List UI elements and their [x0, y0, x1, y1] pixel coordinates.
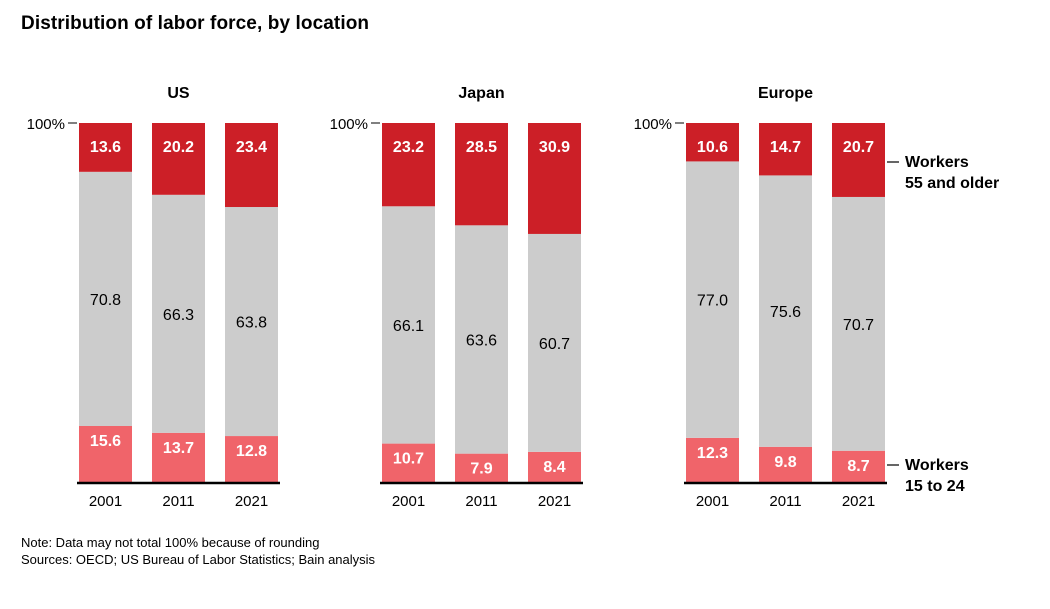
bar-segment-young-us-2021 — [225, 436, 278, 482]
bar-segment-young-europe-2021 — [832, 450, 885, 482]
bar-segment-older-japan-2021 — [528, 123, 581, 234]
x-tick-label-japan-2011: 2011 — [465, 493, 497, 510]
bar-segment-older-japan-2001 — [382, 123, 435, 207]
bar-segment-older-us-2001 — [79, 123, 132, 172]
bar-segment-middle-japan-2011 — [455, 225, 508, 454]
y-tick-label-japan: 100% — [330, 116, 368, 133]
data-label-young-us-2011: 13.7 — [163, 440, 194, 457]
panel-title-europe: Europe — [758, 85, 813, 102]
bar-segment-older-us-2021 — [225, 123, 278, 208]
bar-segment-older-europe-2011 — [759, 123, 812, 176]
bar-segment-middle-us-2011 — [152, 194, 205, 433]
data-label-older-us-2001: 13.6 — [90, 139, 121, 156]
data-label-young-us-2021: 12.8 — [236, 443, 267, 460]
chart-note: Note: Data may not total 100% because of… — [21, 535, 320, 550]
data-label-older-japan-2011: 28.5 — [466, 139, 497, 156]
bar-segment-middle-japan-2021 — [528, 233, 581, 452]
bar-segment-middle-us-2021 — [225, 207, 278, 437]
bar-segment-young-us-2001 — [79, 425, 132, 482]
bar-segment-older-us-2011 — [152, 123, 205, 195]
data-label-older-europe-2001: 10.6 — [697, 139, 728, 156]
x-tick-label-us-2021: 2021 — [235, 493, 268, 510]
data-label-older-japan-2021: 30.9 — [539, 139, 570, 156]
data-label-middle-europe-2021: 70.7 — [843, 317, 874, 334]
bar-segment-young-us-2011 — [152, 432, 205, 482]
x-tick-label-europe-2011: 2011 — [769, 493, 801, 510]
data-label-older-europe-2011: 14.7 — [770, 139, 801, 156]
bar-segment-young-japan-2021 — [528, 451, 581, 482]
data-label-middle-europe-2001: 77.0 — [697, 293, 728, 310]
bar-segment-middle-japan-2001 — [382, 206, 435, 444]
data-label-older-japan-2001: 23.2 — [393, 139, 424, 156]
data-label-middle-us-2021: 63.8 — [236, 315, 267, 332]
legend-older-line-2: 55 and older — [905, 175, 999, 192]
panel-title-japan: Japan — [458, 85, 504, 102]
data-label-middle-us-2011: 66.3 — [163, 307, 194, 324]
bar-segment-young-europe-2001 — [686, 437, 739, 482]
data-label-young-japan-2011: 7.9 — [470, 461, 492, 478]
data-label-young-europe-2021: 8.7 — [847, 458, 869, 475]
bar-segment-young-europe-2011 — [759, 446, 812, 482]
bar-segment-middle-europe-2011 — [759, 175, 812, 447]
bar-segment-older-europe-2021 — [832, 123, 885, 197]
bar-segment-older-europe-2001 — [686, 123, 739, 162]
x-tick-label-japan-2021: 2021 — [538, 493, 571, 510]
x-tick-label-us-2011: 2011 — [162, 493, 194, 510]
data-label-older-europe-2021: 20.7 — [843, 139, 874, 156]
bar-segment-middle-europe-2001 — [686, 161, 739, 438]
data-label-older-us-2011: 20.2 — [163, 139, 194, 156]
data-label-middle-europe-2011: 75.6 — [770, 304, 801, 321]
y-tick-label-us: 100% — [27, 116, 65, 133]
bar-segment-middle-us-2001 — [79, 171, 132, 426]
legend-young-line-2: 15 to 24 — [905, 478, 965, 495]
data-label-middle-japan-2021: 60.7 — [539, 336, 570, 353]
data-label-young-japan-2021: 8.4 — [543, 459, 565, 476]
data-label-young-us-2001: 15.6 — [90, 433, 121, 450]
x-tick-label-us-2001: 2001 — [89, 493, 122, 510]
data-label-young-europe-2001: 12.3 — [697, 445, 728, 462]
y-tick-label-europe: 100% — [634, 116, 672, 133]
data-label-middle-japan-2001: 66.1 — [393, 318, 424, 335]
bar-segment-middle-europe-2021 — [832, 196, 885, 451]
bar-segment-young-japan-2001 — [382, 443, 435, 482]
x-tick-label-europe-2021: 2021 — [842, 493, 875, 510]
chart-sources: Sources: OECD; US Bureau of Labor Statis… — [21, 552, 376, 567]
data-label-middle-us-2001: 70.8 — [90, 292, 121, 309]
legend-young-line-1: Workers — [905, 457, 969, 474]
legend-older-line-1: Workers — [905, 154, 969, 171]
panel-title-us: US — [167, 85, 190, 102]
bar-segment-young-japan-2011 — [455, 453, 508, 482]
x-tick-label-europe-2001: 2001 — [696, 493, 729, 510]
data-label-middle-japan-2011: 63.6 — [466, 332, 497, 349]
data-label-young-japan-2001: 10.7 — [393, 451, 424, 468]
data-label-older-us-2021: 23.4 — [236, 139, 267, 156]
x-tick-label-japan-2001: 2001 — [392, 493, 425, 510]
chart-title: Distribution of labor force, by location — [21, 13, 370, 34]
data-label-young-europe-2011: 9.8 — [774, 454, 796, 471]
bar-segment-older-japan-2011 — [455, 123, 508, 226]
